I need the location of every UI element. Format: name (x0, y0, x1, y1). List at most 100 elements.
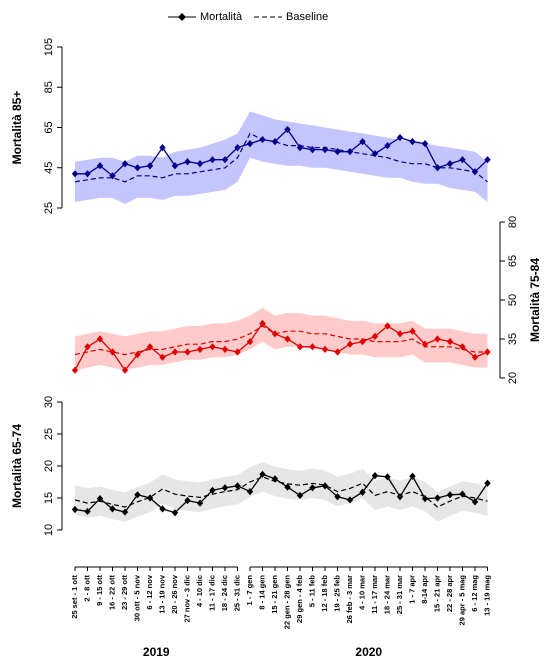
y-tick-label: 85 (43, 81, 55, 93)
mortality-marker (471, 168, 479, 176)
year-label: 2020 (355, 645, 382, 659)
baseline-line (74, 325, 488, 356)
y-tick-label: 65 (43, 121, 55, 133)
mortality-marker (396, 493, 404, 501)
y-tick-label: 15 (43, 492, 55, 504)
mortality-marker (259, 135, 266, 144)
x-tick-label: 4 - 10 dic (195, 575, 204, 607)
x-tick-label: 18 - 24 dic (220, 575, 229, 611)
mortality-marker (321, 482, 329, 490)
mortality-marker (409, 137, 416, 146)
mortality-marker (346, 148, 354, 156)
mortality-marker (371, 150, 379, 158)
mortality-marker (234, 482, 241, 490)
mortality-marker (434, 494, 441, 502)
mortality-marker (196, 160, 204, 168)
mortality-marker (134, 491, 141, 499)
x-tick-label: 5 - 11 feb (307, 575, 316, 608)
x-tick-label: 23 - 29 ott (120, 575, 129, 611)
mortality-marker (246, 488, 254, 496)
legend-label: Baseline (286, 11, 328, 23)
mortality-marker (434, 164, 441, 172)
mortality-marker (109, 348, 116, 356)
mortality-marker (459, 156, 466, 164)
mortality-marker (309, 146, 316, 154)
mortality-marker (471, 353, 479, 361)
y-tick-label: 65 (507, 255, 519, 267)
x-tick-label: 20 - 26 nov (170, 574, 179, 614)
y-tick-label: 45 (43, 162, 55, 174)
mortality-marker (71, 505, 79, 514)
mortality-marker (246, 140, 254, 148)
mortality-marker (121, 366, 129, 374)
x-tick-label: 9 - 15 ott (95, 575, 104, 606)
mortality-marker (184, 496, 191, 505)
mortality-marker (384, 142, 391, 150)
mortality-marker (284, 483, 291, 491)
y-tick-label: 50 (507, 294, 519, 306)
mortality-marker (159, 144, 166, 152)
mortality-marker (209, 343, 216, 351)
x-tick-label: 29 gen - 4 feb (295, 575, 304, 623)
x-tick-label: 19 - 25 feb (332, 575, 341, 612)
mortality-marker (346, 496, 354, 504)
band (75, 462, 488, 522)
x-tick-label: 26 feb - 3 mar (345, 575, 354, 623)
x-tick-label: 11 - 17 dic (207, 575, 216, 611)
x-tick-label: 8-14 apr (420, 575, 429, 604)
x-tick-label: 25 - 31 mar (395, 575, 404, 614)
mortality-marker (134, 351, 141, 359)
band (75, 307, 488, 371)
mortality-marker (296, 144, 304, 152)
mortality-marker (146, 343, 154, 351)
x-tick-label: 18 - 24 mar (382, 575, 391, 614)
mortality-marker (296, 343, 304, 351)
mortality-marker (209, 156, 216, 164)
mortality-marker (446, 160, 454, 168)
mortality-marker (109, 172, 116, 180)
mortality-marker (371, 472, 379, 480)
mortality-marker (421, 340, 429, 348)
x-tick-label: 25 set - 1 ott (70, 575, 79, 619)
y-tick-label: 105 (43, 38, 55, 56)
mortality-marker (409, 327, 416, 335)
mortality-marker (434, 335, 441, 343)
mortality-marker (334, 493, 341, 501)
year-label: 2019 (143, 645, 170, 659)
x-tick-label: 11 - 17 mar (370, 575, 379, 614)
mortality-line (74, 473, 489, 514)
mortality-marker (284, 125, 291, 134)
mortality-marker (159, 353, 166, 361)
mortality-marker (471, 498, 479, 506)
y-tick-label: 30 (43, 396, 55, 408)
mortality-marker (146, 494, 154, 502)
y-axis-label: Mortalità 65-74 (10, 424, 24, 508)
mortality-marker (284, 335, 291, 343)
legend-label: Mortalità (200, 11, 243, 23)
mortality-marker (334, 348, 341, 356)
mortality-marker (484, 479, 491, 487)
mortality-marker (271, 330, 279, 338)
x-tick-label: 25 - 31 dic (232, 575, 241, 611)
y-tick-label: 35 (507, 333, 519, 345)
x-tick-label: 1 - 7 gen (245, 575, 254, 606)
x-tick-label: 6 - 12 mag (470, 575, 479, 612)
mortality-marker (446, 491, 454, 499)
y-axis-label: Mortalità 75-84 (528, 258, 542, 342)
mortality-marker (359, 338, 366, 346)
x-tick-label: 27 nov - 3 dic (182, 575, 191, 623)
x-tick-label: 12 - 18 feb (320, 575, 329, 612)
mortality-marker (359, 137, 366, 146)
mortality-marker (259, 319, 266, 327)
mortality-marker (71, 170, 79, 178)
mortality-marker (309, 343, 316, 351)
mortality-marker (121, 508, 129, 516)
mortality-marker (446, 338, 454, 346)
y-tick-label: 25 (43, 202, 55, 214)
mortality-line (75, 128, 488, 177)
y-tick-label: 25 (43, 428, 55, 440)
mortality-marker (234, 348, 241, 356)
mortality-marker (409, 472, 416, 480)
mortality-marker (134, 164, 141, 172)
